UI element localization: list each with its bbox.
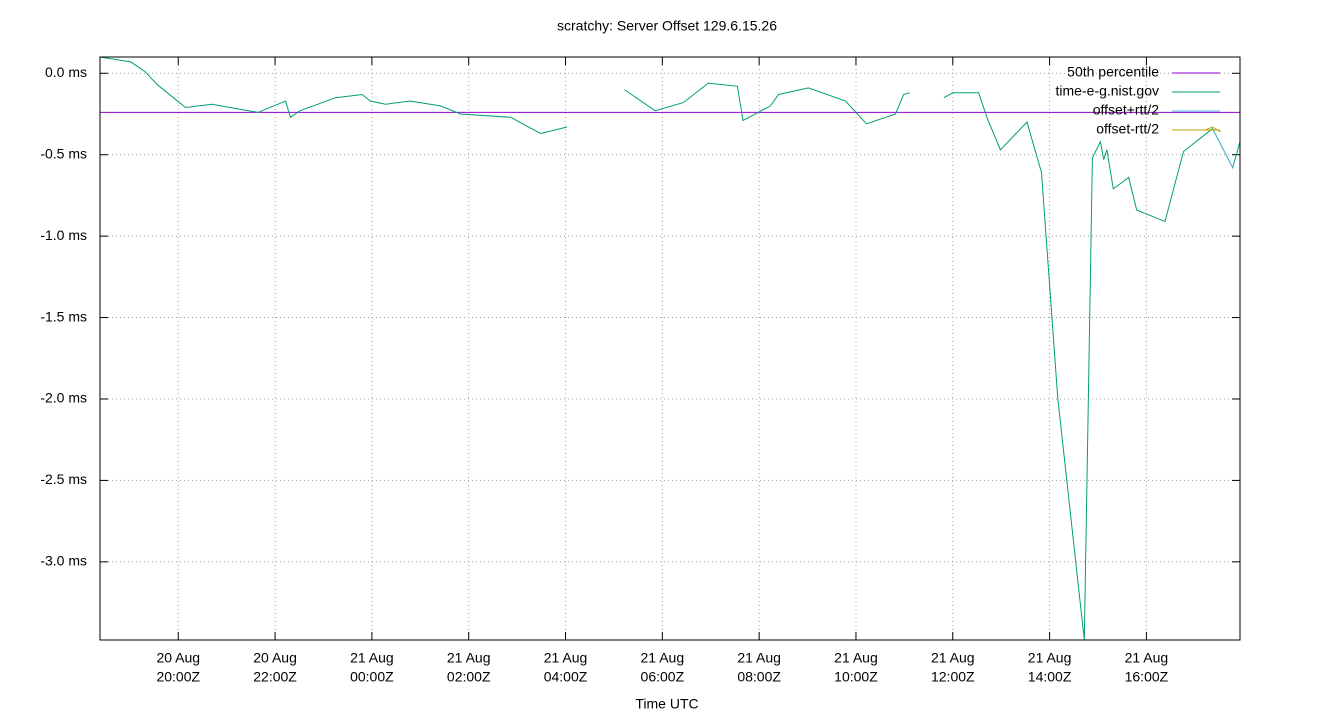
y-tick-label: -3.0 ms	[40, 553, 87, 569]
x-tick-label: 10:00Z	[834, 669, 878, 685]
x-tick-label: 14:00Z	[1028, 669, 1072, 685]
x-tick-label: 22:00Z	[253, 669, 297, 685]
series-line	[100, 57, 1240, 640]
plot-border	[99, 56, 1241, 641]
x-tick-label: 02:00Z	[447, 669, 491, 685]
chart-title: scratchy: Server Offset 129.6.15.26	[557, 18, 777, 34]
legend-label: time-e-g.nist.gov	[1056, 83, 1159, 99]
x-tick-label: 16:00Z	[1125, 669, 1169, 685]
legend-label: offset-rtt/2	[1096, 121, 1159, 137]
legend-label: 50th percentile	[1067, 64, 1159, 80]
y-tick-label: -1.0 ms	[40, 227, 87, 243]
x-tick-label: 20 Aug	[253, 650, 297, 666]
x-tick-label: 08:00Z	[737, 669, 781, 685]
x-tick-label: 21 Aug	[834, 650, 878, 666]
y-tick-label: -2.5 ms	[40, 471, 87, 487]
x-tick-label: 00:00Z	[350, 669, 394, 685]
x-tick-label: 21 Aug	[931, 650, 975, 666]
y-tick-label: 0.0 ms	[45, 64, 87, 80]
y-tick-label: -2.0 ms	[40, 390, 87, 406]
x-tick-label: 21 Aug	[1028, 650, 1072, 666]
x-tick-label: 21 Aug	[350, 650, 394, 666]
x-axis-label: Time UTC	[635, 696, 698, 712]
x-tick-label: 21 Aug	[737, 650, 781, 666]
x-tick-label: 21 Aug	[1125, 650, 1169, 666]
x-tick-label: 20 Aug	[156, 650, 200, 666]
x-tick-label: 21 Aug	[447, 650, 491, 666]
x-tick-label: 20:00Z	[156, 669, 200, 685]
x-tick-label: 21 Aug	[641, 650, 685, 666]
series-line	[1212, 128, 1234, 168]
legend-label: offset+rtt/2	[1093, 102, 1159, 118]
x-tick-label: 21 Aug	[544, 650, 588, 666]
y-tick-label: -1.5 ms	[40, 308, 87, 324]
y-tick-label: -0.5 ms	[40, 145, 87, 161]
x-tick-label: 12:00Z	[931, 669, 975, 685]
x-tick-label: 04:00Z	[544, 669, 588, 685]
x-tick-label: 06:00Z	[641, 669, 685, 685]
